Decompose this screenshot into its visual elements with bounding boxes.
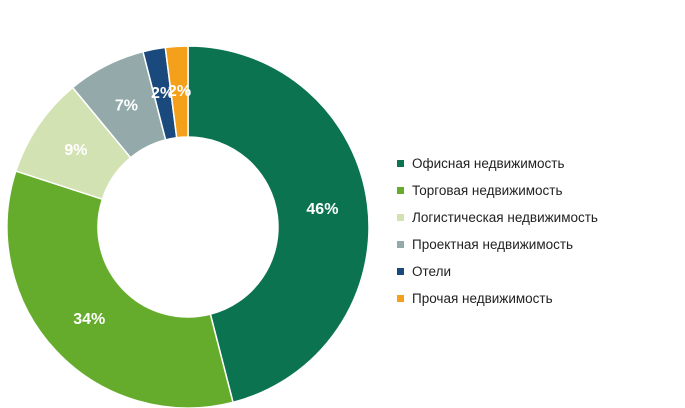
- legend-swatch: [397, 187, 404, 194]
- legend-label: Прочая недвижимость: [412, 291, 553, 306]
- legend-item: Прочая недвижимость: [397, 285, 677, 312]
- slice-data-label: 34%: [73, 311, 105, 328]
- legend-label: Отели: [412, 264, 452, 279]
- legend-label: Торговая недвижимость: [412, 183, 563, 198]
- legend-item: Отели: [397, 258, 677, 285]
- slice-data-label: 2%: [151, 85, 174, 102]
- donut-slice: [6, 170, 234, 408]
- legend-swatch: [397, 241, 404, 248]
- slice-data-label: 7%: [115, 97, 138, 114]
- slice-data-label: 2%: [168, 83, 191, 100]
- legend-swatch: [397, 295, 404, 302]
- legend-label: Логистическая недвижимость: [412, 210, 598, 225]
- legend-item: Логистическая недвижимость: [397, 204, 677, 231]
- legend-swatch: [397, 268, 404, 275]
- legend-item: Проектная недвижимость: [397, 231, 677, 258]
- legend-label: Офисная недвижимость: [412, 156, 565, 171]
- slice-data-label: 46%: [306, 201, 338, 218]
- legend-item: Офисная недвижимость: [397, 150, 677, 177]
- legend-swatch: [397, 160, 404, 167]
- donut-chart-plot: 46% 34% 9% 7% 2%2%: [6, 45, 370, 408]
- legend-item: Торговая недвижимость: [397, 177, 677, 204]
- legend-swatch: [397, 214, 404, 221]
- donut-slice: [164, 45, 189, 139]
- donut-slice: [187, 45, 370, 404]
- chart-legend: Офисная недвижимость Торговая недвижимост…: [397, 150, 677, 312]
- legend-label: Проектная недвижимость: [412, 237, 574, 252]
- slice-data-label: 9%: [64, 142, 87, 159]
